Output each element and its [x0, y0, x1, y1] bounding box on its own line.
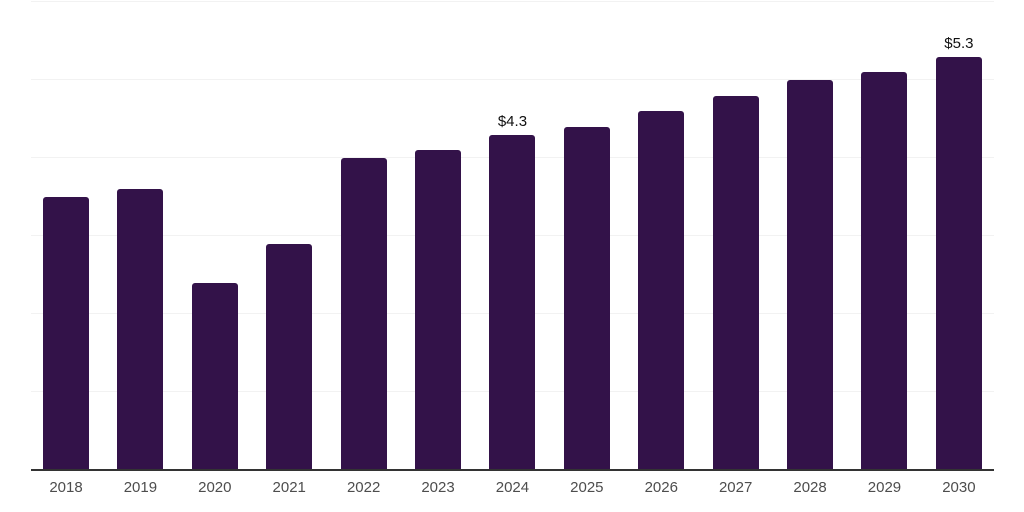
x-tick-label-2025: 2025: [570, 479, 604, 496]
bar-2019[interactable]: [117, 189, 164, 470]
bar-2025[interactable]: [563, 126, 610, 470]
x-tick-label-2021: 2021: [272, 479, 306, 496]
x-axis-labels: 2018 2019 2020 2021 2022 2023 2024 2025 2026 2027…: [31, 479, 994, 496]
bar-value-label-2024: $4.3: [497, 112, 528, 130]
bar-group-2023: [415, 150, 462, 470]
bar-2030[interactable]: [935, 56, 982, 470]
bar-group-2026: [638, 111, 685, 470]
bar-2027[interactable]: [712, 95, 759, 470]
bar-group-2029: [861, 72, 908, 470]
x-tick-label-2024: 2024: [495, 479, 530, 496]
bar-group-2028: [787, 80, 834, 470]
x-tick-label-2029: 2029: [867, 479, 902, 496]
bar-2026[interactable]: [638, 111, 685, 470]
bar-group-2022: [340, 158, 387, 470]
bar-group-2025: [563, 126, 610, 470]
x-axis-line: [31, 469, 994, 471]
bars-container: $4.3 $5.3: [31, 2, 994, 470]
x-tick-label-2022: 2022: [346, 479, 381, 496]
bar-2021[interactable]: [266, 243, 313, 470]
bar-2022[interactable]: [340, 158, 387, 470]
plot-area: $4.3 $5.3: [31, 1, 994, 471]
bar-2020[interactable]: [191, 282, 238, 470]
bar-group-2024: $4.3: [489, 113, 536, 470]
bar-group-2020: [191, 282, 238, 470]
bar-2024[interactable]: [489, 134, 536, 470]
gridline: [31, 1, 994, 2]
x-tick-label-2027: 2027: [718, 479, 753, 496]
bar-2029[interactable]: [861, 72, 908, 470]
x-tick-label-2023: 2023: [421, 479, 455, 496]
bar-2023[interactable]: [415, 150, 462, 470]
bar-2028[interactable]: [787, 80, 834, 470]
bar-group-2021: [266, 243, 313, 470]
bar-2018[interactable]: [43, 197, 89, 470]
x-tick-label-2028: 2028: [793, 479, 827, 496]
gridline: [31, 79, 994, 80]
x-tick-label-2020: 2020: [198, 479, 232, 496]
x-tick-label-2026: 2026: [644, 479, 678, 496]
bar-group-2019: [117, 189, 164, 470]
x-tick-label-2030: 2030: [942, 479, 976, 496]
bar-group-2030: $5.3: [935, 35, 982, 470]
x-tick-label-2018: 2018: [49, 479, 83, 496]
x-tick-label-2019: 2019: [123, 479, 158, 496]
bar-group-2018: [43, 197, 89, 470]
bar-value-label-2030: $5.3: [944, 34, 974, 52]
bar-group-2027: [712, 95, 759, 470]
